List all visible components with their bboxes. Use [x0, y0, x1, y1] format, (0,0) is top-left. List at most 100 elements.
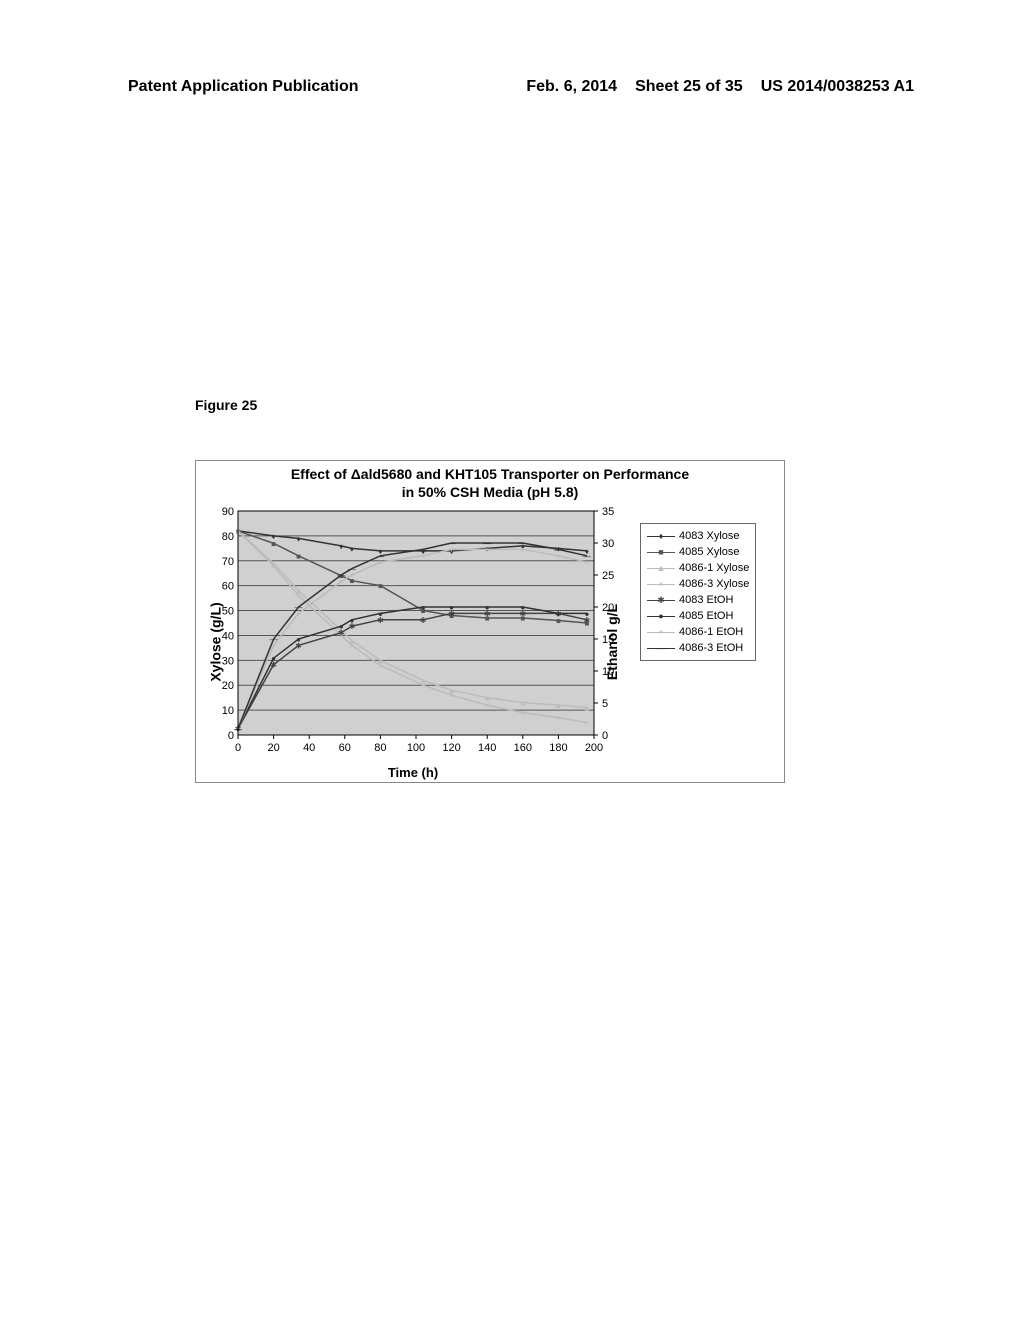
figure-label: Figure 25 [195, 397, 257, 413]
svg-text:×: × [556, 714, 561, 723]
svg-text:—: — [448, 539, 456, 548]
legend-item: ✱ 4083 EtOH [647, 592, 749, 608]
svg-text:♦: ♦ [339, 542, 343, 551]
legend-item: ■ 4085 Xylose [647, 544, 749, 560]
legend-label: 4086-1 Xylose [679, 562, 749, 574]
chart-area: Xylose (g/L) 010203040506070809005101520… [198, 503, 628, 780]
header-date: Feb. 6, 2014 [526, 78, 617, 96]
svg-text:—: — [583, 552, 591, 561]
x-label: Time (h) [198, 763, 628, 780]
header-left: Patent Application Publication [128, 78, 359, 96]
legend-label: 4085 Xylose [679, 546, 740, 558]
svg-text:60: 60 [339, 742, 351, 754]
svg-text:70: 70 [222, 556, 234, 568]
svg-text:●: ● [349, 616, 354, 625]
chart-body: Xylose (g/L) 010203040506070809005101520… [198, 503, 782, 780]
legend-swatch: ✱ [647, 595, 675, 605]
legend-item: × 4086-3 Xylose [647, 576, 749, 592]
svg-text:0: 0 [602, 730, 608, 742]
svg-text:—: — [554, 546, 562, 555]
svg-text:—: — [348, 565, 356, 574]
svg-text:—: — [270, 635, 278, 644]
svg-text:40: 40 [303, 742, 315, 754]
legend-label: 4083 Xylose [679, 530, 740, 542]
y-right-label: Ethanol g/L [604, 604, 620, 680]
svg-text:—: — [376, 552, 384, 561]
svg-text:●: ● [449, 603, 454, 612]
svg-text:×: × [585, 719, 590, 728]
svg-text:♦: ♦ [350, 545, 354, 554]
svg-text:▲: ▲ [583, 704, 591, 713]
svg-text:—: — [419, 546, 427, 555]
page-header: Patent Application Publication Feb. 6, 2… [0, 78, 1024, 96]
header-right: Feb. 6, 2014 Sheet 25 of 35 US 2014/0038… [526, 78, 914, 96]
legend-item: ▲ 4086-1 Xylose [647, 560, 749, 576]
svg-text:30: 30 [602, 538, 614, 550]
svg-text:●: ● [271, 655, 276, 664]
svg-text:—: — [519, 539, 527, 548]
svg-text:■: ■ [296, 552, 301, 561]
svg-text:■: ■ [378, 582, 383, 591]
svg-text:20: 20 [222, 681, 234, 693]
legend-item: +4086-1 EtOH [647, 624, 749, 640]
svg-text:●: ● [485, 603, 490, 612]
legend-item: —4086-3 EtOH [647, 640, 749, 656]
svg-text:25: 25 [602, 570, 614, 582]
svg-text:35: 35 [602, 506, 614, 518]
chart-container: Effect of Δald5680 and KHT105 Transporte… [195, 460, 785, 783]
svg-text:90: 90 [222, 506, 234, 518]
legend-item: ♦ 4083 Xylose [647, 528, 749, 544]
svg-text:×: × [485, 702, 490, 711]
svg-text:—: — [337, 571, 345, 580]
svg-text:200: 200 [585, 742, 603, 754]
svg-text:10: 10 [222, 705, 234, 717]
svg-text:180: 180 [549, 742, 567, 754]
chart-title-line1: Effect of Δald5680 and KHT105 Transporte… [198, 465, 782, 483]
chart-svg: 0102030405060708090051015202530350204060… [198, 503, 628, 763]
svg-text:80: 80 [374, 742, 386, 754]
svg-text:●: ● [296, 635, 301, 644]
legend-swatch: ♦ [647, 531, 675, 541]
legend-item: ● 4085 EtOH [647, 608, 749, 624]
header-pubno: US 2014/0038253 A1 [761, 78, 914, 96]
y-left-label: Xylose (g/L) [208, 602, 224, 681]
legend-label: 4085 EtOH [679, 610, 733, 622]
svg-text:0: 0 [235, 742, 241, 754]
legend-swatch: — [647, 643, 675, 653]
svg-text:—: — [483, 539, 491, 548]
svg-text:×: × [449, 692, 454, 701]
legend-swatch: ● [647, 611, 675, 621]
svg-text:♦: ♦ [296, 535, 300, 544]
svg-text:80: 80 [222, 531, 234, 543]
svg-text:×: × [520, 709, 525, 718]
svg-text:●: ● [520, 603, 525, 612]
svg-text:5: 5 [602, 698, 608, 710]
chart-legend: ♦ 4083 Xylose ■ 4085 Xylose ▲ 4086-1 Xylose × 4… [640, 523, 756, 661]
svg-text:×: × [271, 562, 276, 571]
svg-text:✱: ✱ [420, 616, 427, 625]
legend-swatch: × [647, 579, 675, 589]
svg-text:●: ● [556, 610, 561, 619]
svg-text:60: 60 [222, 581, 234, 593]
legend-label: 4086-3 Xylose [679, 578, 749, 590]
svg-text:120: 120 [442, 742, 460, 754]
chart-title: Effect of Δald5680 and KHT105 Transporte… [198, 463, 782, 503]
legend-label: 4086-1 EtOH [679, 626, 743, 638]
legend-swatch: ▲ [647, 563, 675, 573]
svg-text:×: × [421, 682, 426, 691]
svg-text:20: 20 [267, 742, 279, 754]
svg-text:—: — [295, 603, 303, 612]
svg-text:100: 100 [407, 742, 425, 754]
svg-text:×: × [378, 662, 383, 671]
legend-label: 4083 EtOH [679, 594, 733, 606]
legend-swatch: ■ [647, 547, 675, 557]
svg-text:140: 140 [478, 742, 496, 754]
svg-text:●: ● [378, 610, 383, 619]
svg-text:160: 160 [514, 742, 532, 754]
svg-text:▲: ▲ [519, 699, 527, 708]
svg-text:×: × [350, 642, 355, 651]
header-sheet: Sheet 25 of 35 [635, 78, 743, 96]
svg-text:●: ● [339, 623, 344, 632]
svg-text:●: ● [421, 603, 426, 612]
legend-swatch: + [647, 627, 675, 637]
